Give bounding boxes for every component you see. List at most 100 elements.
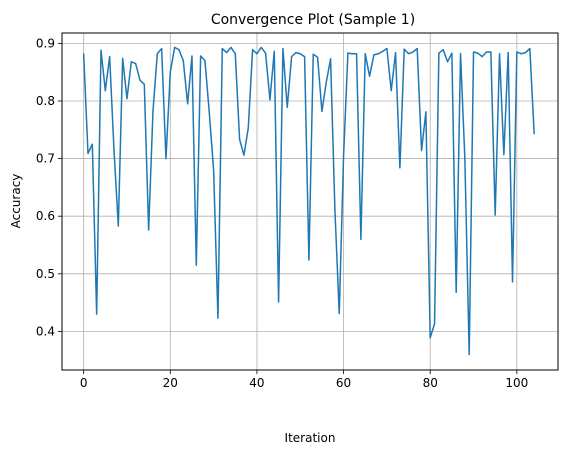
data-point	[451, 52, 453, 54]
data-point	[368, 75, 371, 77]
data-point	[243, 154, 245, 156]
data-point	[91, 143, 93, 145]
data-point	[364, 53, 366, 55]
data-point	[191, 55, 193, 57]
y-axis-label: Accuracy	[9, 174, 23, 229]
data-point	[381, 50, 384, 53]
data-point	[529, 47, 531, 50]
data-point	[329, 58, 332, 60]
x-tick-label: 60	[336, 376, 351, 390]
data-point	[403, 48, 405, 50]
data-point	[178, 49, 180, 51]
data-point	[156, 53, 158, 55]
data-point	[104, 90, 106, 92]
data-point	[325, 81, 327, 84]
data-point	[347, 52, 349, 54]
data-point	[433, 323, 436, 325]
data-point	[459, 53, 462, 55]
data-point	[338, 312, 340, 315]
x-tick-label: 80	[423, 376, 438, 390]
data-point	[117, 225, 119, 227]
data-point	[130, 61, 132, 63]
data-point	[213, 169, 215, 171]
x-tick-label: 100	[505, 376, 528, 390]
x-axis-ticks: 0 20 40 60 80 100	[80, 370, 528, 390]
data-point	[490, 51, 492, 53]
data-point	[135, 62, 137, 65]
data-point	[282, 47, 284, 50]
data-point	[290, 56, 293, 58]
data-point	[260, 46, 262, 49]
data-point	[438, 52, 440, 54]
y-tick-label: 0.8	[36, 94, 55, 108]
data-point	[520, 53, 522, 55]
data-point	[355, 53, 358, 55]
data-point	[143, 83, 145, 85]
data-point	[265, 52, 267, 54]
data-point	[286, 106, 288, 108]
data-point	[533, 133, 535, 135]
data-point	[472, 51, 475, 53]
x-tick-label: 40	[249, 376, 264, 390]
data-point	[507, 51, 509, 54]
data-point	[182, 60, 184, 62]
data-point	[252, 49, 254, 51]
data-point	[342, 155, 345, 157]
data-point	[195, 264, 197, 266]
data-point	[386, 47, 388, 50]
data-point	[394, 51, 397, 54]
data-point	[407, 53, 410, 55]
data-point	[334, 209, 336, 211]
data-point	[204, 60, 206, 62]
data-point	[174, 46, 176, 49]
data-point	[429, 337, 431, 339]
data-point	[126, 98, 128, 100]
data-point	[481, 56, 483, 58]
data-point	[416, 47, 418, 50]
data-point	[390, 90, 392, 92]
data-point	[148, 229, 150, 231]
data-point	[113, 149, 115, 151]
chart-title: Convergence Plot (Sample 1)	[211, 12, 415, 28]
data-point	[221, 47, 223, 50]
plot-frame	[61, 32, 559, 371]
series-group	[82, 46, 535, 356]
data-point	[321, 110, 323, 112]
data-point	[247, 127, 249, 129]
data-point	[351, 53, 353, 55]
data-point	[234, 53, 236, 55]
data-point	[96, 313, 98, 315]
data-point	[503, 153, 505, 156]
y-axis-ticks: 0.4 0.5 0.6 0.7 0.8 0.9	[36, 36, 62, 338]
data-point	[256, 53, 258, 55]
data-point	[498, 53, 501, 55]
data-point	[516, 51, 518, 53]
grid-lines	[62, 33, 558, 370]
data-point	[524, 51, 527, 54]
data-point	[100, 49, 102, 51]
x-tick-label: 0	[80, 376, 88, 390]
data-point	[87, 152, 89, 154]
data-point	[230, 46, 232, 49]
data-point	[83, 53, 85, 55]
data-point	[511, 281, 514, 283]
data-point	[165, 157, 167, 160]
data-point	[316, 56, 319, 58]
data-point	[200, 55, 202, 57]
y-tick-label: 0.7	[36, 152, 55, 166]
data-point	[139, 79, 141, 81]
x-axis-label: Iteration	[285, 431, 336, 445]
data-point	[109, 56, 111, 58]
y-tick-label: 0.6	[36, 209, 55, 223]
data-point	[477, 52, 479, 54]
data-point	[295, 51, 297, 54]
data-point	[446, 61, 449, 63]
data-point	[122, 57, 124, 59]
x-tick-label: 20	[163, 376, 178, 390]
data-point	[161, 47, 163, 50]
data-point	[299, 53, 301, 55]
y-tick-label: 0.9	[36, 36, 55, 50]
data-point	[269, 99, 271, 101]
data-point	[239, 138, 241, 141]
